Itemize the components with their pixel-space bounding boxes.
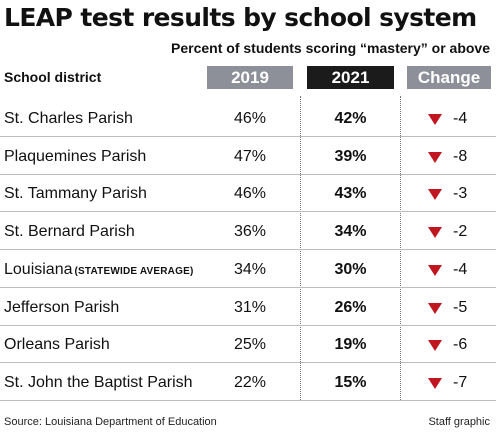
district-name: St. John the Baptist Parish	[4, 364, 193, 401]
down-triangle-icon	[428, 227, 442, 239]
value-2019: 31%	[233, 298, 267, 316]
column-header-change: Change	[407, 66, 491, 89]
change-value: -2	[453, 223, 468, 241]
column-header-2021: 2021	[307, 66, 394, 89]
table-row: St. Charles Parish 46% 42% -4	[0, 100, 496, 137]
value-2019: 46%	[233, 110, 267, 127]
value-2019: 22%	[233, 373, 267, 391]
value-2019: 25%	[233, 336, 267, 354]
down-triangle-icon	[428, 114, 442, 125]
change-value: -4	[453, 110, 468, 127]
district-name: St. Bernard Parish	[4, 213, 135, 250]
district-name: Louisiana (STATEWIDE AVERAGE)	[4, 251, 193, 288]
value-2021: 15%	[334, 373, 367, 391]
down-triangle-icon	[428, 189, 442, 201]
change-value: -8	[453, 147, 468, 165]
change-value: -5	[453, 298, 468, 316]
district-note: (STATEWIDE AVERAGE)	[74, 265, 194, 277]
value-2021: 30%	[334, 260, 367, 278]
table-row: Plaquemines Parish 47% 39% -8	[0, 138, 496, 175]
value-2019: 46%	[233, 185, 267, 203]
district-label: Louisiana	[4, 260, 73, 278]
column-header-2019: 2019	[207, 66, 293, 89]
staff-credit: Staff graphic	[428, 416, 490, 428]
district-label: Orleans Parish	[4, 336, 110, 354]
district-label: St. Tammany Parish	[4, 185, 147, 203]
district-label: St. Charles Parish	[4, 110, 133, 127]
value-2021: 43%	[334, 185, 367, 203]
column-divider	[400, 96, 401, 400]
change-value: -3	[453, 185, 468, 203]
district-label: St. Bernard Parish	[4, 223, 135, 241]
change-value: -6	[453, 336, 468, 354]
down-triangle-icon	[428, 340, 442, 352]
table-row: Orleans Parish 25% 19% -6	[0, 326, 496, 364]
value-2019: 34%	[233, 260, 267, 278]
down-triangle-icon	[428, 264, 442, 276]
value-2021: 34%	[334, 223, 367, 241]
value-2019: 36%	[233, 223, 267, 241]
value-2019: 47%	[233, 147, 267, 165]
district-name: Plaquemines Parish	[4, 138, 146, 175]
table-row: Louisiana (STATEWIDE AVERAGE) 34% 30% -4	[0, 251, 496, 288]
table-row: St. Bernard Parish 36% 34% -2	[0, 213, 496, 251]
district-name: St. Charles Parish	[4, 100, 133, 137]
value-2021: 42%	[334, 110, 367, 127]
table-row: Jefferson Parish 31% 26% -5	[0, 289, 496, 326]
value-2021: 39%	[334, 147, 367, 165]
district-label: Jefferson Parish	[4, 298, 120, 316]
table-row: St. John the Baptist Parish 22% 15% -7	[0, 364, 496, 401]
district-name: Orleans Parish	[4, 326, 110, 363]
chart-title: LEAP test results by school system	[4, 3, 477, 32]
column-divider	[300, 96, 301, 400]
column-header-district: School district	[4, 69, 102, 85]
chart-subtitle: Percent of students scoring “mastery” or…	[171, 40, 490, 56]
down-triangle-icon	[428, 377, 442, 389]
district-name: St. Tammany Parish	[4, 175, 147, 212]
value-2021: 26%	[334, 298, 367, 316]
value-2021: 19%	[334, 336, 367, 354]
table-row: St. Tammany Parish 46% 43% -3	[0, 175, 496, 213]
source-note: Source: Louisiana Department of Educatio…	[4, 416, 217, 428]
down-triangle-icon	[428, 151, 442, 163]
change-value: -7	[453, 373, 468, 391]
change-value: -4	[453, 260, 468, 278]
district-name: Jefferson Parish	[4, 289, 119, 326]
district-label: Plaquemines Parish	[4, 147, 147, 165]
down-triangle-icon	[428, 302, 442, 314]
district-label: St. John the Baptist Parish	[4, 373, 193, 391]
